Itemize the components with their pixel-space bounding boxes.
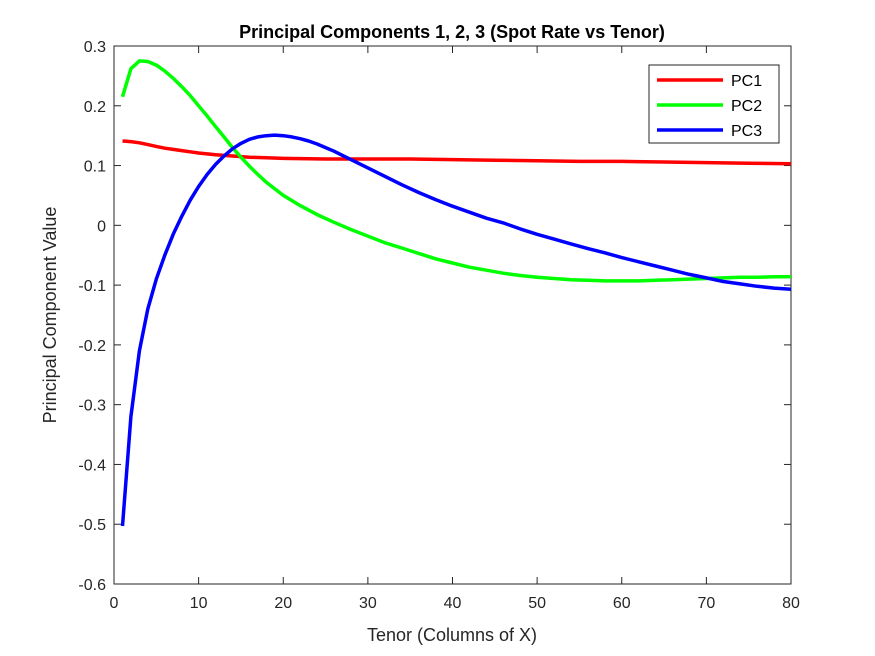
x-tick-label: 80 — [782, 595, 800, 612]
legend-label-pc1: PC1 — [731, 73, 762, 90]
legend-label-pc2: PC2 — [731, 98, 762, 115]
x-axis-title: Tenor (Columns of X) — [367, 625, 537, 645]
y-tick-label: -0.2 — [78, 338, 106, 355]
y-tick-label: 0.3 — [84, 39, 106, 56]
series-line-pc2 — [120, 59, 791, 283]
x-tick-label: 10 — [190, 595, 208, 612]
y-tick-label: -0.3 — [78, 398, 106, 415]
y-tick-label: -0.6 — [78, 577, 106, 594]
y-tick-label: -0.1 — [78, 278, 106, 295]
x-tick-label: 60 — [613, 595, 631, 612]
y-axis-title: Principal Component Value — [40, 207, 60, 424]
legend-label-pc3: PC3 — [731, 123, 762, 140]
legend: PC1 PC2 PC3 — [648, 64, 780, 144]
y-tick-label: 0.2 — [84, 99, 106, 116]
x-tick-label: 30 — [359, 595, 377, 612]
y-tick-label: -0.5 — [78, 517, 106, 534]
x-tick-label: 20 — [274, 595, 292, 612]
x-tick-label: 0 — [110, 595, 119, 612]
y-tick-label: -0.4 — [78, 457, 106, 474]
x-tick-label: 70 — [697, 595, 715, 612]
y-axis: 0.3 0.2 0.1 0 -0.1 -0.2 -0.3 -0.4 -0.5 -0.6 — [78, 39, 791, 594]
x-tick-label: 50 — [528, 595, 546, 612]
series-line-pc3 — [120, 133, 792, 527]
chart-title: Principal Components 1, 2, 3 (Spot Rate … — [239, 22, 665, 42]
x-tick-label: 40 — [444, 595, 462, 612]
series-group — [120, 59, 792, 527]
y-tick-label: 0 — [97, 218, 106, 235]
series-line-pc1 — [122, 139, 792, 166]
x-axis: 0 10 20 30 40 50 60 70 80 — [110, 46, 800, 612]
y-tick-label: 0.1 — [84, 159, 106, 176]
